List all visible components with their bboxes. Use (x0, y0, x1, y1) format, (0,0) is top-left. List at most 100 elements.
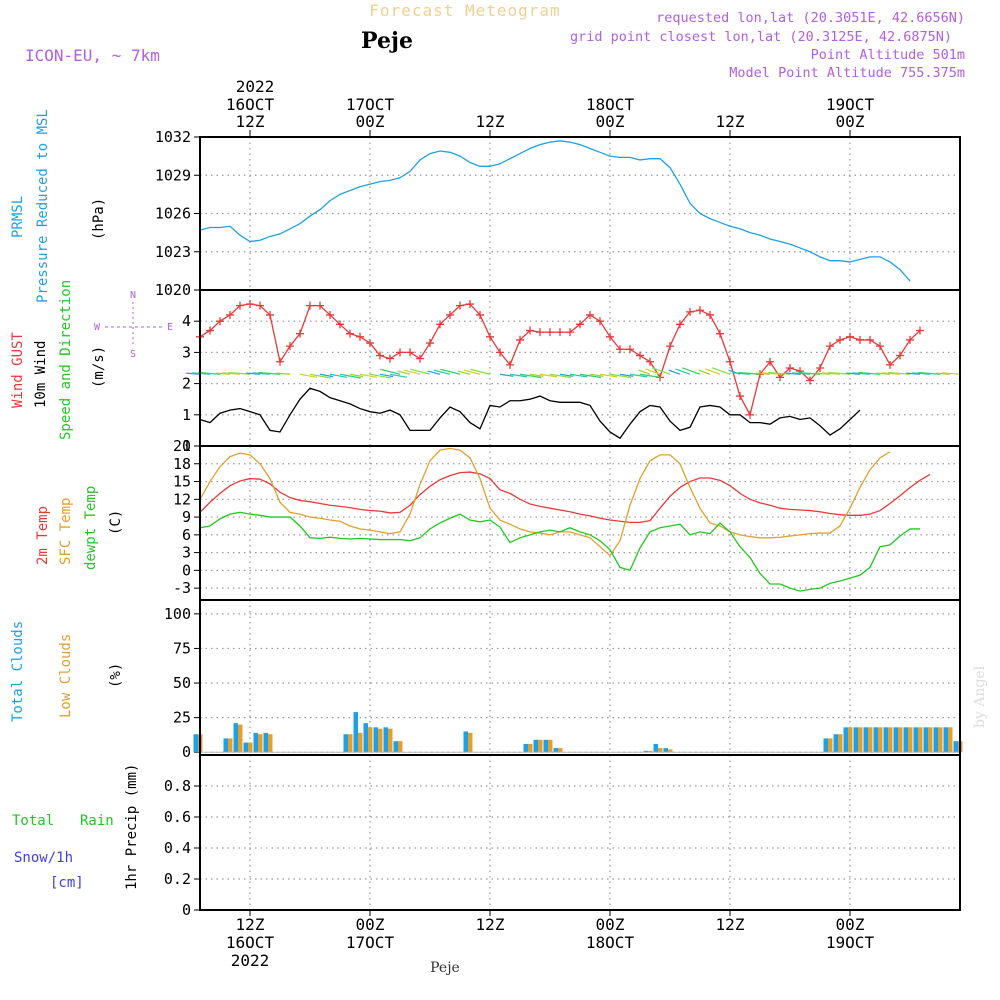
wind-arrow (359, 373, 378, 378)
total-cloud-bar (263, 732, 268, 753)
low-cloud-bar (848, 727, 853, 753)
wind-arrow (882, 372, 901, 375)
top-date-label: 16OCT (226, 95, 275, 114)
gust-point (906, 335, 914, 344)
compass-s: S (130, 349, 136, 360)
wind-arrow (309, 373, 331, 379)
ytick-label: 9 (182, 508, 191, 526)
low-cloud-bar (378, 728, 383, 753)
wind-arrow (198, 371, 221, 375)
wind-arrow (276, 372, 291, 375)
wind-arrow (589, 373, 604, 377)
low-cloud-bar (348, 734, 353, 753)
clouds-panel: 0 25 50 75 100 (164, 599, 963, 761)
gust-point (706, 310, 714, 319)
low-cloud-bar (548, 739, 553, 753)
wind-arrow (216, 372, 231, 375)
footer-location: Peje (430, 960, 460, 976)
snow-label: Snow/1h (14, 850, 73, 866)
total-cloud-bar (663, 748, 668, 753)
gust-point (716, 329, 724, 338)
total-cloud-bar (903, 727, 908, 753)
gust-point (426, 339, 434, 348)
low-cloud-bar (558, 748, 563, 753)
total-cloud-bar (223, 738, 228, 753)
wind-arrow (509, 373, 528, 378)
gust-point (336, 320, 344, 329)
low-cloud-bar (648, 750, 653, 753)
gust-point (566, 328, 574, 337)
low-cloud-bar (918, 727, 923, 753)
total-cloud-bar (193, 734, 198, 753)
watermark: by Angel (972, 665, 988, 728)
bottom-hour-label: 12Z (716, 915, 745, 934)
gust-point (556, 328, 564, 337)
wind-arrow (599, 373, 618, 378)
gust-point (696, 306, 704, 315)
gust-point (916, 326, 924, 335)
wind-arrow (539, 373, 558, 378)
ytick-label: 0 (182, 743, 191, 761)
ytick-label: 0.2 (164, 870, 191, 888)
low-cloud-bar (228, 738, 233, 753)
top-hour-label: 12Z (236, 112, 265, 131)
total-cloud-bar (883, 727, 888, 753)
compass-e: E (167, 322, 173, 333)
pressure-labels: PRMSL Pressure Reduced to MSL (hPa) (10, 109, 107, 303)
bottom-date-label: 18OCT (586, 933, 635, 952)
wind-arrow (252, 372, 271, 375)
ytick-label: 3 (182, 343, 191, 361)
total-cloud-bar (843, 727, 848, 753)
wind-arrow (762, 372, 781, 375)
low-cloud-bar (878, 727, 883, 753)
total-cloud-label: Total Clouds (10, 621, 26, 722)
prmsl-long-label: Pressure Reduced to MSL (35, 109, 51, 303)
wind-arrow (457, 370, 471, 375)
requested-coords: requested lon,lat (20.3051E, 42.6656N) (656, 10, 965, 26)
total-cloud-bar (653, 743, 658, 753)
total-cloud-bar (853, 727, 858, 753)
total-cloud-bar (923, 727, 928, 753)
wind-arrow (888, 371, 911, 375)
wind-arrow (380, 368, 401, 375)
gust-point (346, 329, 354, 338)
low-cloud-label: Low Clouds (58, 634, 74, 718)
wind-arrow (410, 368, 431, 375)
wind-arrow (828, 371, 851, 375)
gust-point (876, 342, 884, 351)
wind-arrow (858, 371, 881, 375)
gust-point (406, 348, 414, 357)
total-cloud-bar (953, 741, 958, 753)
ytick-label: 15 (173, 473, 191, 491)
total-cloud-bar (833, 734, 838, 753)
wind-arrow (549, 373, 572, 379)
ytick-label: 0.8 (164, 777, 191, 795)
low-cloud-bar (938, 727, 943, 753)
low-cloud-bar (928, 727, 933, 753)
sfc-temp-line (199, 447, 891, 557)
total-cloud-bar (933, 727, 938, 753)
gust-point (816, 364, 824, 372)
total-cloud-bar (393, 741, 398, 753)
low-cloud-bar (868, 727, 873, 753)
top-date-label: 18OCT (586, 95, 635, 114)
total-cloud-bar (553, 748, 558, 753)
wind-arrow (222, 372, 241, 375)
wind-arrow (876, 372, 891, 375)
prmsl-label: PRMSL (10, 196, 26, 238)
wind-arrow (645, 368, 661, 375)
low-cloud-bar (948, 727, 953, 753)
wind-arrow (711, 367, 731, 375)
gust-point (386, 354, 394, 363)
gust-point (436, 320, 444, 329)
low-cloud-bar (908, 727, 913, 753)
gust-label: Wind GUST (10, 332, 26, 408)
ytick-label: 0.4 (164, 839, 191, 857)
precip-labels: Total Rain Snow/1h [cm] 1hr Precip (mm) (12, 764, 140, 891)
total-label: Total (12, 813, 54, 829)
ytick-label: 1020 (155, 281, 191, 299)
ytick-label: 6 (182, 526, 191, 544)
gust-point (216, 317, 224, 326)
